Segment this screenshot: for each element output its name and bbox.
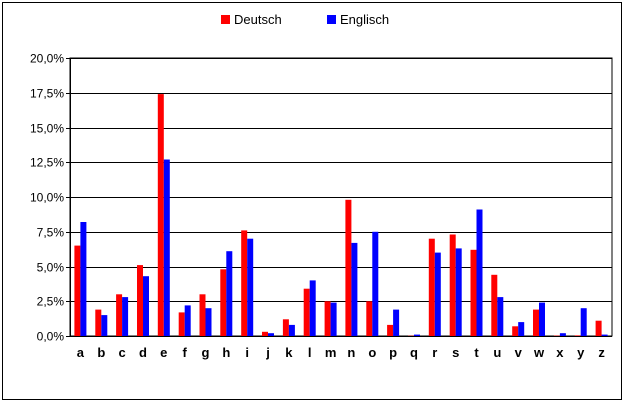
bar-englisch-d: [143, 276, 149, 336]
bar-englisch-n: [351, 242, 358, 336]
y-tick-label: 7,5%: [37, 226, 65, 240]
legend-swatch-deutsch: [221, 15, 230, 24]
bars: [74, 94, 608, 337]
chart-frame: Deutsch Englisch 0,0% 2,5% 5,0% 7,5% 10,0% 12,…: [2, 2, 622, 400]
bar-deutsch-j: [262, 331, 268, 336]
bar-englisch-q: [414, 334, 420, 336]
legend-swatch-englisch: [327, 15, 336, 24]
bar-englisch-l: [309, 280, 316, 336]
bar-deutsch-r: [428, 238, 435, 336]
x-tick-label: u: [493, 345, 501, 360]
x-tick-label: z: [598, 345, 605, 360]
bar-deutsch-a: [74, 245, 81, 336]
legend: Deutsch Englisch: [221, 12, 389, 27]
x-tick-label: b: [97, 345, 105, 360]
bar-englisch-a: [80, 222, 87, 336]
bar-deutsch-m: [324, 301, 331, 337]
x-tick-label: p: [389, 345, 397, 360]
bar-deutsch-y: [574, 335, 581, 336]
bar-deutsch-z: [595, 320, 602, 336]
bar-deutsch-k: [282, 319, 289, 336]
bar-chart: Deutsch Englisch 0,0% 2,5% 5,0% 7,5% 10,0% 12,…: [30, 12, 613, 360]
x-tick-label: o: [368, 345, 376, 360]
x-tick-label: x: [556, 345, 564, 360]
y-axis: 0,0% 2,5% 5,0% 7,5% 10,0% 12,5% 15,0% 17,5% 20,0…: [30, 52, 71, 344]
x-tick-label: d: [139, 345, 147, 360]
bar-deutsch-i: [241, 230, 248, 336]
bar-englisch-k: [288, 324, 295, 336]
bar-deutsch-n: [345, 199, 352, 336]
bar-englisch-b: [101, 315, 108, 336]
x-tick-label: t: [474, 345, 479, 360]
bar-englisch-y: [580, 308, 587, 336]
y-tick-label: 12,5%: [30, 156, 64, 170]
bar-englisch-w: [539, 302, 545, 336]
x-tick-label: g: [202, 345, 210, 360]
bar-deutsch-s: [449, 234, 456, 336]
y-tick-label: 5,0%: [37, 261, 65, 275]
x-tick-label: w: [533, 345, 545, 360]
y-tick-label: 20,0%: [30, 52, 64, 66]
x-tick-label: i: [245, 345, 249, 360]
bar-englisch-z: [601, 334, 608, 336]
y-tick-label: 10,0%: [30, 191, 64, 205]
x-tick-label: c: [118, 345, 125, 360]
bar-englisch-j: [268, 333, 274, 336]
y-tick-label: 2,5%: [37, 295, 65, 309]
x-tick-label: h: [222, 345, 230, 360]
bar-deutsch-p: [387, 324, 394, 336]
x-tick-label: e: [160, 345, 167, 360]
bar-englisch-s: [455, 248, 462, 336]
y-tick-label: 15,0%: [30, 122, 64, 136]
bar-englisch-c: [122, 297, 129, 336]
x-tick-label: n: [347, 345, 355, 360]
y-tick-label: 0,0%: [37, 330, 65, 344]
legend-label-englisch: Englisch: [340, 12, 389, 27]
bar-deutsch-v: [512, 326, 519, 336]
bar-deutsch-l: [303, 288, 310, 336]
bar-englisch-u: [497, 297, 504, 336]
x-tick-label: q: [410, 345, 418, 360]
bar-englisch-o: [372, 231, 379, 337]
x-tick-label: m: [325, 345, 337, 360]
bar-englisch-r: [434, 252, 441, 336]
bar-englisch-e: [163, 159, 170, 336]
bar-deutsch-f: [178, 312, 185, 336]
bar-deutsch-b: [95, 309, 102, 336]
x-tick-label: l: [308, 345, 312, 360]
bar-deutsch-t: [470, 249, 477, 336]
bar-englisch-t: [476, 209, 483, 336]
bar-englisch-p: [393, 309, 400, 336]
bar-deutsch-w: [533, 309, 539, 336]
bar-deutsch-g: [199, 294, 206, 336]
bar-deutsch-u: [491, 274, 498, 336]
bar-deutsch-c: [116, 294, 123, 336]
x-tick-label: y: [577, 345, 585, 360]
gridlines: [69, 57, 613, 337]
bar-englisch-h: [226, 251, 233, 336]
x-tick-label: v: [515, 345, 523, 360]
x-tick-label: j: [265, 345, 270, 360]
bar-deutsch-d: [137, 265, 143, 336]
bar-deutsch-e: [157, 94, 164, 336]
y-tick-label: 17,5%: [30, 87, 64, 101]
bar-englisch-i: [247, 238, 254, 336]
x-tick-label: k: [285, 345, 293, 360]
x-tick-label: s: [452, 345, 459, 360]
bar-englisch-m: [330, 302, 337, 336]
x-tick-label: r: [432, 345, 437, 360]
x-tick-label: f: [183, 345, 188, 360]
bar-deutsch-h: [220, 269, 227, 336]
bar-englisch-g: [205, 308, 212, 336]
x-tick-label: a: [77, 345, 85, 360]
bar-englisch-f: [184, 305, 191, 336]
bar-englisch-x: [559, 333, 566, 336]
legend-label-deutsch: Deutsch: [234, 12, 282, 27]
bar-englisch-v: [518, 322, 525, 336]
bar-deutsch-o: [366, 301, 373, 337]
